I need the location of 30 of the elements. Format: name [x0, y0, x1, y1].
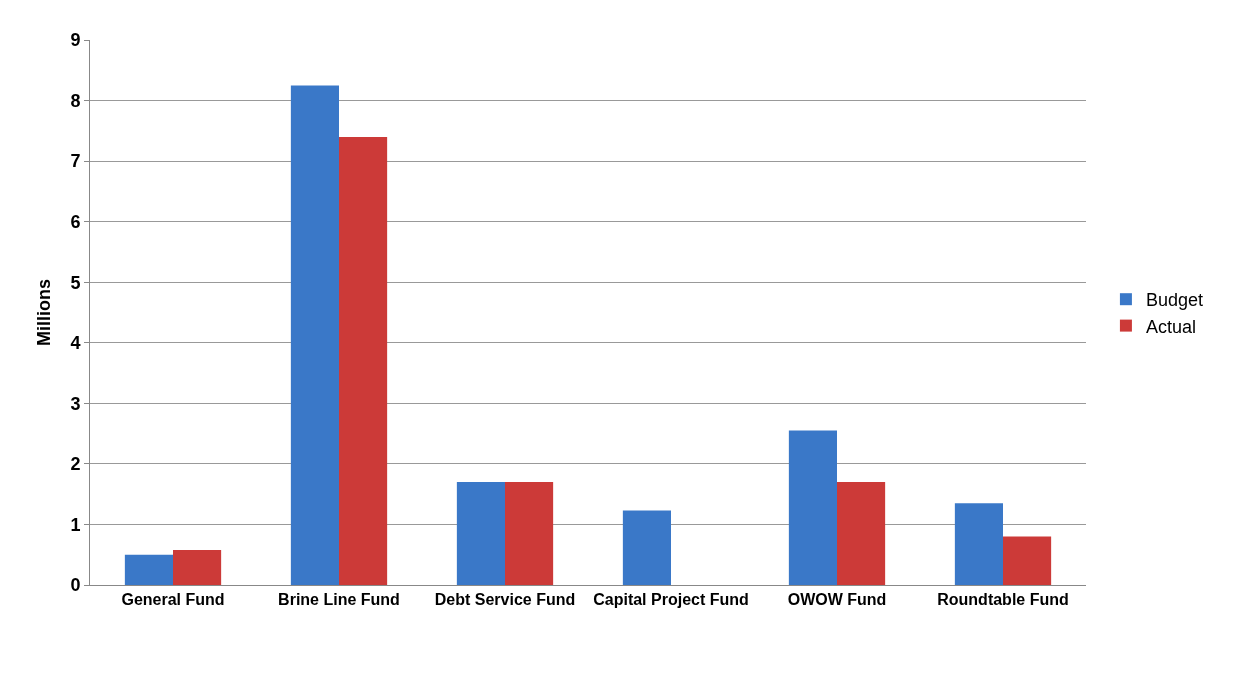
- y-tick-label: 1: [70, 514, 81, 535]
- y-axis-title: Millions: [33, 279, 54, 346]
- bar: [1003, 536, 1052, 585]
- y-tick-label: 4: [70, 333, 81, 354]
- x-tick-label: Debt Service Fund: [434, 591, 576, 609]
- x-tick-label: OWOW Fund: [787, 591, 887, 609]
- y-tick-label: 8: [70, 90, 81, 111]
- x-tick-label: Roundtable Fund: [937, 591, 1069, 609]
- bar: [173, 549, 222, 585]
- x-tick-label: General Fund: [121, 591, 225, 609]
- legend-label: Budget: [1145, 290, 1203, 311]
- y-tick-label: 3: [70, 393, 81, 414]
- bar: [788, 430, 837, 585]
- bar: [622, 510, 671, 585]
- y-tick-label: 0: [70, 575, 81, 596]
- y-tick-label: 6: [70, 211, 81, 232]
- bar: [124, 554, 173, 585]
- y-tick-label: 2: [70, 454, 81, 475]
- y-tick-label: 5: [70, 272, 81, 293]
- bar: [456, 482, 505, 585]
- bar: [339, 136, 388, 585]
- legend-label: Actual: [1145, 316, 1196, 337]
- bar: [837, 482, 886, 585]
- bar: [954, 503, 1003, 585]
- x-tick-label: Brine Line Fund: [278, 591, 400, 609]
- bar: [290, 85, 339, 585]
- y-tick-label: 9: [70, 30, 81, 51]
- y-tick-label: 7: [70, 151, 81, 172]
- bar: [505, 482, 554, 585]
- x-tick-label: Capital Project Fund: [593, 591, 749, 609]
